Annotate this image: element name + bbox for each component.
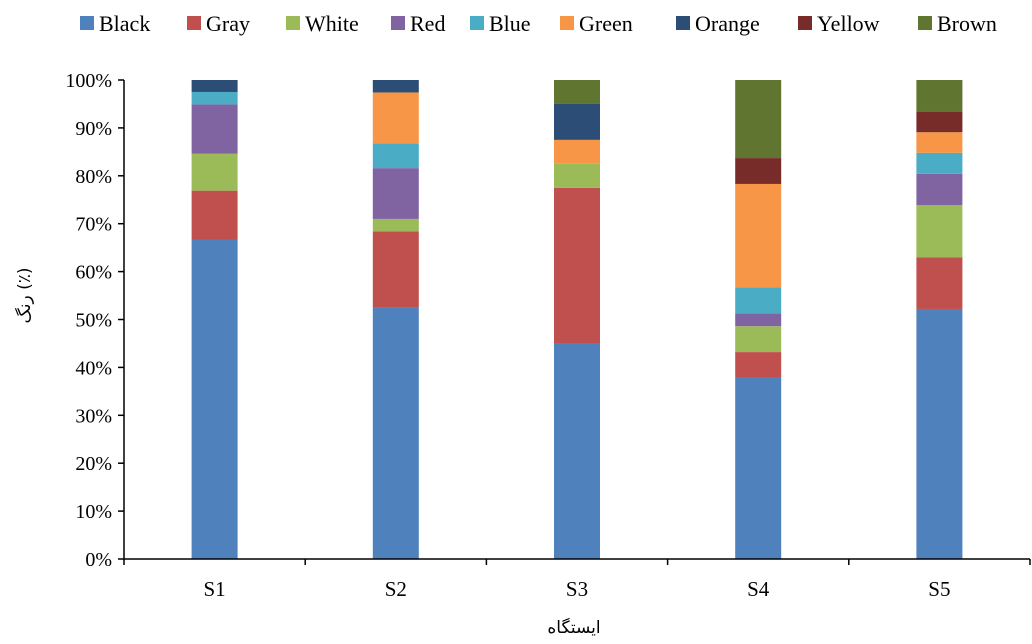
bar-segment-red-s4 [735, 313, 782, 327]
legend-swatch-yellow [798, 16, 812, 30]
legend-label-red: Red [410, 11, 445, 36]
bar-segment-blue-s5 [916, 152, 963, 174]
bar-segment-red-s5 [916, 173, 963, 206]
bar-segment-white-s5 [916, 205, 963, 258]
bar-segment-orange-s3 [554, 103, 600, 140]
y-axis-ticks: 0% 10% 20% 30% 40% 50% 60% 70% 80% 90% 100% [65, 70, 124, 571]
y-tick-label: 80% [75, 166, 112, 188]
legend-swatch-blue [470, 16, 484, 30]
x-tick-label: S4 [747, 577, 770, 601]
legend-swatch-black [80, 16, 94, 30]
bar-segment-green-s5 [916, 132, 963, 153]
bar-segment-green-s4 [735, 183, 782, 288]
bar-segment-gray-s3 [554, 187, 600, 344]
legend-swatch-red [391, 16, 405, 30]
y-tick-label: 100% [65, 70, 112, 92]
bar-segment-brown-s3 [554, 80, 600, 104]
bar-segment-blue-s4 [735, 287, 782, 314]
bar-segment-green-s3 [554, 139, 600, 164]
x-tick-label: S2 [385, 577, 407, 601]
bar-segment-blue-s1 [191, 91, 238, 105]
bar-segment-orange-s2 [372, 80, 419, 93]
legend-label-white: White [305, 11, 359, 36]
x-tick-label: S3 [566, 577, 588, 601]
bar-segment-orange-s1 [191, 80, 238, 92]
bar-segment-blue-s2 [372, 143, 419, 169]
y-tick-label: 20% [75, 453, 112, 475]
bar-segment-black-s1 [191, 239, 238, 559]
bar-segment-yellow-s5 [916, 111, 963, 133]
bar-segment-gray-s4 [735, 352, 782, 378]
y-tick-label: 40% [75, 357, 112, 379]
bar-segment-black-s4 [735, 377, 782, 559]
legend-swatch-green [560, 16, 574, 30]
y-tick-label: 10% [75, 501, 112, 523]
y-tick-label: 50% [75, 310, 112, 332]
legend-label-black: Black [99, 11, 150, 36]
legend-label-gray: Gray [206, 11, 250, 36]
legend-label-orange: Orange [695, 11, 760, 36]
y-tick-label: 0% [85, 549, 112, 571]
bar-segment-white-s2 [372, 218, 419, 232]
plot-bars [191, 80, 963, 559]
bar-segment-black-s2 [372, 307, 419, 559]
x-axis-title: ایستگاه [547, 617, 600, 638]
bar-segment-brown-s5 [916, 80, 963, 112]
y-tick-label: 60% [75, 262, 112, 284]
bar-segment-gray-s2 [372, 231, 419, 308]
y-tick-label: 70% [75, 214, 112, 236]
bar-segment-white-s1 [191, 153, 238, 191]
bar-segment-yellow-s4 [735, 158, 782, 184]
legend-swatch-brown [918, 16, 932, 30]
y-tick-label: 30% [75, 405, 112, 427]
bar-segment-white-s4 [735, 326, 782, 353]
bar-segment-red-s2 [372, 168, 419, 219]
bar-segment-brown-s4 [735, 80, 782, 159]
legend-swatch-gray [187, 16, 201, 30]
y-tick-label: 90% [75, 118, 112, 140]
legend-label-yellow: Yellow [817, 11, 880, 36]
bar-segment-red-s1 [191, 104, 238, 154]
legend-swatch-orange [676, 16, 690, 30]
bar-segment-white-s3 [554, 163, 600, 188]
x-tick-label: S5 [928, 577, 950, 601]
bar-segment-green-s2 [372, 92, 419, 144]
bar-segment-black-s5 [916, 308, 963, 559]
legend-label-green: Green [579, 11, 633, 36]
y-axis-title: رنگ (٪) [14, 268, 35, 324]
legend-label-brown: Brown [937, 11, 997, 36]
legend: Black Gray White Red Blue Green Orange Yellow Br… [80, 11, 997, 36]
bar-segment-black-s3 [554, 343, 600, 559]
bar-segment-gray-s5 [916, 257, 963, 309]
legend-label-blue: Blue [489, 11, 531, 36]
x-axis-ticks: S1 S2 S3 S4 S5 [123, 559, 1031, 601]
bar-segment-gray-s1 [191, 190, 238, 240]
x-tick-label: S1 [204, 577, 226, 601]
legend-swatch-white [286, 16, 300, 30]
